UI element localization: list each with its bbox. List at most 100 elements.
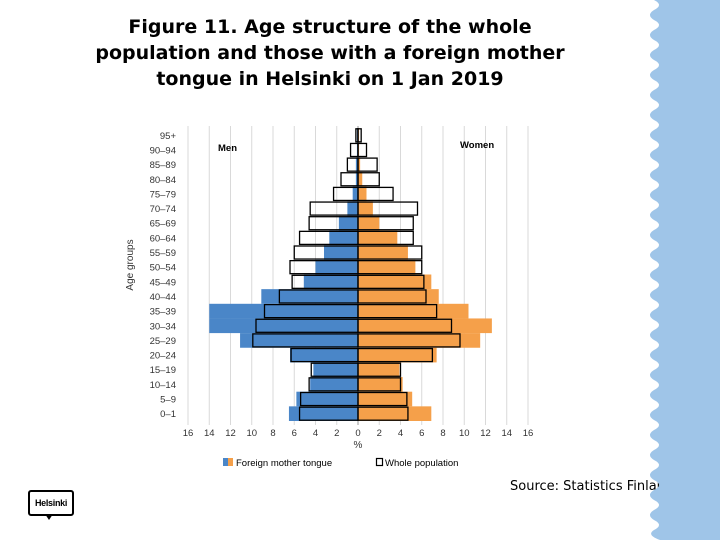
- x-tick-label: 16: [523, 428, 534, 439]
- bar-foreign-women: [358, 406, 432, 421]
- wavy-side-strip: [650, 0, 720, 540]
- age-group-label: 55–59: [150, 248, 176, 259]
- population-pyramid-chart: 95+ 90–94 85–89 80–84 75–79 70–74 65–69 60–64 55…: [125, 126, 534, 469]
- bar-foreign-men: [347, 201, 358, 216]
- bar-foreign-men: [324, 245, 358, 260]
- x-tick-label: 16: [183, 428, 194, 439]
- age-group-label: 85–89: [150, 160, 176, 171]
- bar-foreign-women: [358, 157, 361, 172]
- men-label: Men: [218, 143, 237, 154]
- bar-foreign-men: [315, 259, 358, 275]
- bar-foreign-men: [355, 157, 358, 172]
- age-group-label: 90–94: [150, 145, 176, 156]
- women-label: Women: [460, 140, 494, 151]
- bar-foreign-men: [288, 406, 358, 421]
- x-axis-label: %: [354, 440, 363, 451]
- bar-whole-women: [357, 245, 423, 260]
- x-tick-labels: 16 14 12 10 8 6 4 2 0 2 4 6 8 10 12 14 16: [183, 428, 534, 439]
- legend-swatch-foreign-women: [228, 458, 233, 466]
- bar-whole-men: [349, 142, 359, 158]
- bar-whole-women: [357, 157, 378, 172]
- x-tick-label: 14: [204, 428, 215, 439]
- x-tick-label: 12: [225, 428, 236, 439]
- bar-foreign-men: [355, 171, 358, 187]
- bar-whole-women: [357, 377, 402, 392]
- bar-foreign-women: [358, 333, 481, 348]
- bar-foreign-men: [290, 347, 358, 363]
- x-tick-label: 12: [480, 428, 491, 439]
- age-group-label: 40–44: [150, 292, 176, 303]
- age-group-label: 95+: [160, 131, 177, 142]
- x-tick-label: 14: [501, 428, 512, 439]
- age-group-label: 30–34: [150, 321, 176, 332]
- bar-foreign-women: [358, 377, 403, 392]
- bar-foreign-women: [358, 259, 416, 275]
- bar-foreign-men: [310, 377, 358, 392]
- bar-whole-women: [357, 274, 425, 289]
- chart-title: Figure 11. Age structure of the whole po…: [60, 14, 600, 92]
- bar-foreign-women: [358, 215, 380, 231]
- logo-notch: [45, 514, 53, 520]
- age-group-label: 60–64: [150, 233, 176, 244]
- chart-bars: [209, 128, 492, 421]
- x-tick-label: 6: [292, 428, 297, 439]
- x-tick-label: 2: [377, 428, 382, 439]
- bar-whole-women: [357, 362, 402, 377]
- bar-foreign-women: [358, 186, 367, 202]
- bar-foreign-women: [358, 171, 363, 187]
- x-tick-label: 2: [334, 428, 339, 439]
- x-tick-label: 10: [459, 428, 470, 439]
- bar-foreign-women: [358, 318, 492, 334]
- bar-foreign-women: [358, 362, 400, 378]
- age-group-label: 5–9: [160, 395, 176, 406]
- bar-foreign-men: [209, 318, 358, 334]
- bar-foreign-men: [338, 215, 358, 231]
- y-axis-label: Age groups: [125, 239, 136, 290]
- age-group-label: 80–84: [150, 175, 176, 186]
- age-group-label: 45–49: [150, 277, 176, 288]
- x-tick-label: 8: [440, 428, 445, 439]
- title-line-1: Figure 11. Age structure of the whole: [128, 16, 532, 38]
- bar-whole-women: [357, 201, 419, 216]
- title-line-2: population and those with a foreign moth…: [95, 42, 565, 64]
- bar-whole-women: [357, 303, 438, 319]
- age-group-label: 10–14: [150, 380, 176, 391]
- bar-whole-women: [357, 347, 434, 363]
- bar-foreign-men: [329, 230, 358, 246]
- x-tick-label: 8: [270, 428, 275, 439]
- bar-whole-women: [357, 142, 368, 158]
- x-tick-label: 0: [355, 428, 360, 439]
- bar-whole-women: [357, 333, 461, 348]
- age-group-label: 50–54: [150, 263, 176, 274]
- legend-swatch-whole: [375, 457, 384, 467]
- bar-whole-women: [357, 391, 408, 407]
- bar-foreign-men: [240, 333, 358, 348]
- bar-foreign-women: [358, 230, 398, 246]
- x-tick-label: 4: [398, 428, 403, 439]
- helsinki-logo: Helsinki: [28, 490, 74, 516]
- bar-foreign-men: [313, 362, 358, 378]
- bar-foreign-women: [358, 391, 413, 407]
- age-group-labels: 95+ 90–94 85–89 80–84 75–79 70–74 65–69 60–64 55…: [150, 131, 177, 420]
- age-group-label: 70–74: [150, 204, 176, 215]
- bar-foreign-women: [358, 201, 373, 216]
- legend-label-foreign: Foreign mother tongue: [236, 458, 332, 469]
- bar-whole-women: [357, 318, 453, 333]
- chart-legend: Foreign mother tongue Whole population: [223, 457, 458, 469]
- bar-foreign-women: [358, 245, 408, 260]
- bar-foreign-men: [261, 289, 358, 304]
- legend-swatch-foreign-men: [223, 458, 228, 466]
- bar-foreign-men: [296, 391, 358, 407]
- bar-foreign-men: [352, 186, 358, 202]
- bar-whole-women: [357, 186, 394, 202]
- x-tick-label: 4: [313, 428, 318, 439]
- bar-whole-men: [340, 172, 359, 187]
- source-note: Source: Statistics Finland: [510, 479, 674, 494]
- bar-foreign-women: [358, 274, 432, 290]
- bar-whole-women: [357, 230, 414, 246]
- bar-foreign-men: [303, 274, 358, 290]
- bar-whole-women: [357, 216, 414, 231]
- age-group-label: 25–29: [150, 336, 176, 347]
- bar-foreign-men: [209, 303, 358, 319]
- age-group-label: 75–79: [150, 189, 176, 200]
